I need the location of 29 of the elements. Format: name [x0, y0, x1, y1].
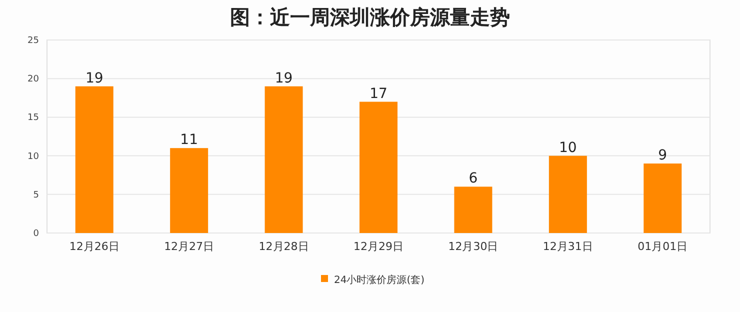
y-tick-label: 0	[33, 229, 40, 239]
bar	[75, 86, 114, 233]
bar	[264, 86, 303, 233]
chart-title: 图：近一周深圳涨价房源量走势	[230, 5, 510, 29]
y-tick-label: 15	[28, 113, 39, 124]
y-tick-label: 25	[28, 36, 39, 46]
y-tick-label: 10	[28, 152, 40, 162]
x-tick-label: 12月27日	[164, 240, 214, 253]
y-tick-label: 20	[28, 74, 40, 85]
y-tick-label: 5	[33, 190, 39, 200]
bar	[644, 164, 682, 233]
data-label: 9	[658, 148, 668, 164]
data-label: 19	[85, 70, 104, 86]
data-label: 10	[559, 140, 577, 156]
x-tick-label: 12月30日	[448, 240, 498, 253]
x-tick-label: 12月31日	[542, 240, 593, 253]
x-tick-label: 12月29日	[354, 240, 404, 253]
bar	[360, 102, 398, 233]
x-tick-label: 12月28日	[258, 240, 309, 253]
x-tick-label: 12月26日	[69, 240, 120, 253]
legend-label: 24小时涨价房源(套)	[334, 274, 425, 286]
bar	[170, 148, 208, 233]
data-label: 19	[274, 70, 293, 86]
bar	[454, 186, 492, 233]
data-label: 11	[180, 132, 198, 148]
data-label: 6	[468, 170, 478, 187]
bar	[548, 156, 587, 233]
data-label: 17	[370, 86, 388, 102]
x-tick-label: 01月01日	[638, 240, 688, 253]
